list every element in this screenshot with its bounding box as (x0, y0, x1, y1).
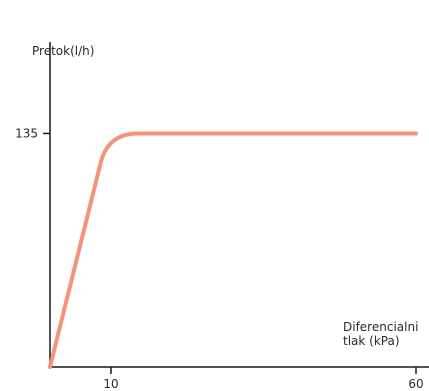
y-axis-label: Pretok(l/h) (32, 44, 94, 58)
axis-ticks (43, 132, 417, 374)
x-tick-label-60: 60 (408, 377, 423, 391)
x-axis-label-line-1: Diferencialni (343, 320, 418, 334)
x-tick-label-10: 10 (103, 377, 118, 391)
axis-tick-labels: 10 60 135 (15, 126, 424, 391)
x-axis-label-line-2: tlak (kPa) (343, 334, 400, 348)
flow-series-line (48, 131, 418, 369)
y-tick-label-135: 135 (15, 126, 38, 140)
